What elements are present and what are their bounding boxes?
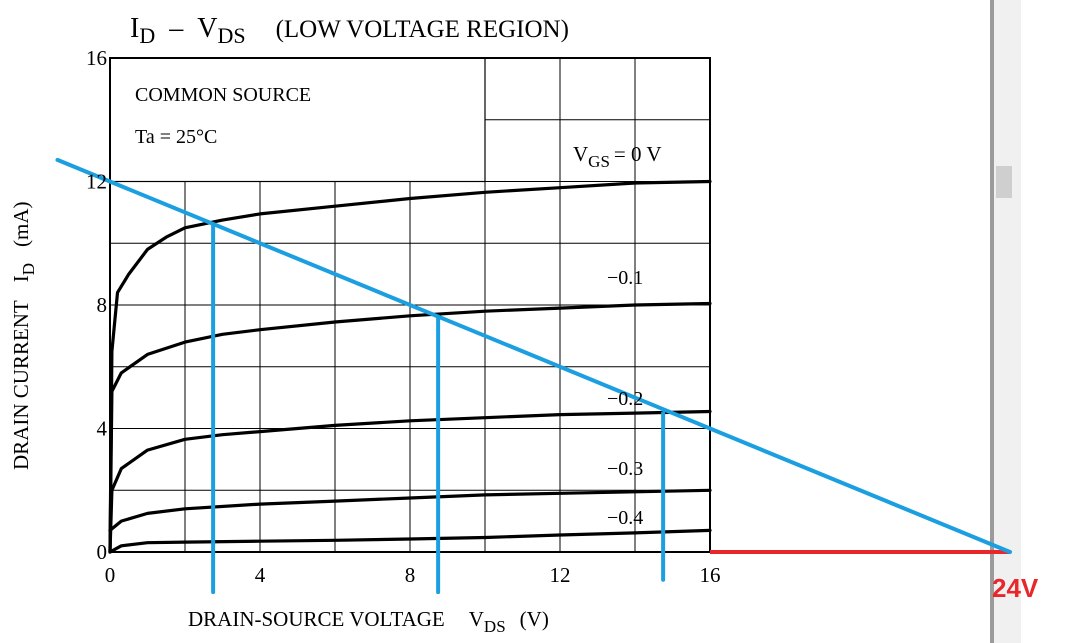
legend-box [109, 57, 486, 183]
series-label-minus-0-1: −0.1 [607, 267, 643, 289]
series-curve-1 [108, 301, 712, 554]
curves [108, 179, 712, 554]
x-tick-label: 0 [105, 563, 116, 587]
extension-label-24v: 24V [992, 573, 1039, 603]
series-label-vgs-0: VGS = 0 V [573, 142, 662, 171]
series-curve-0 [108, 179, 712, 554]
y-tick-label: 0 [97, 540, 108, 564]
series-curve-3 [108, 488, 712, 532]
annotation-ta: Ta = 25°C [135, 126, 217, 148]
scrollbar-thumb[interactable] [996, 166, 1012, 198]
scrollbar-edge [990, 0, 994, 643]
series-label-minus-0-4: −0.4 [607, 507, 643, 529]
y-tick-label: 4 [97, 417, 108, 441]
x-tick-label: 8 [405, 563, 416, 587]
load-line [55, 157, 1012, 554]
y-axis-label: DRAIN CURRENTID(mA) [9, 201, 38, 470]
overlay [55, 157, 1012, 595]
y-tick-label: 8 [97, 293, 108, 317]
series-curve-2 [108, 409, 712, 554]
y-tick-label: 12 [86, 170, 107, 194]
chart-title: ID – VDS (LOW VOLTAGE REGION) [130, 13, 569, 48]
x-tick-label: 4 [255, 563, 266, 587]
series-label-minus-0-3: −0.3 [607, 458, 643, 480]
annotation-common-source: COMMON SOURCE [135, 84, 311, 106]
y-tick-label: 16 [86, 46, 107, 70]
x-tick-label: 12 [550, 563, 571, 587]
x-tick-label: 16 [700, 563, 721, 587]
x-axis-label: DRAIN-SOURCE VOLTAGE VDS (V) [188, 607, 549, 636]
tick-labels: 0 4 8 12 16 0 4 8 12 16 [86, 46, 721, 587]
series-label-minus-0-2: −0.2 [607, 388, 643, 410]
series-curve-4 [108, 528, 712, 554]
